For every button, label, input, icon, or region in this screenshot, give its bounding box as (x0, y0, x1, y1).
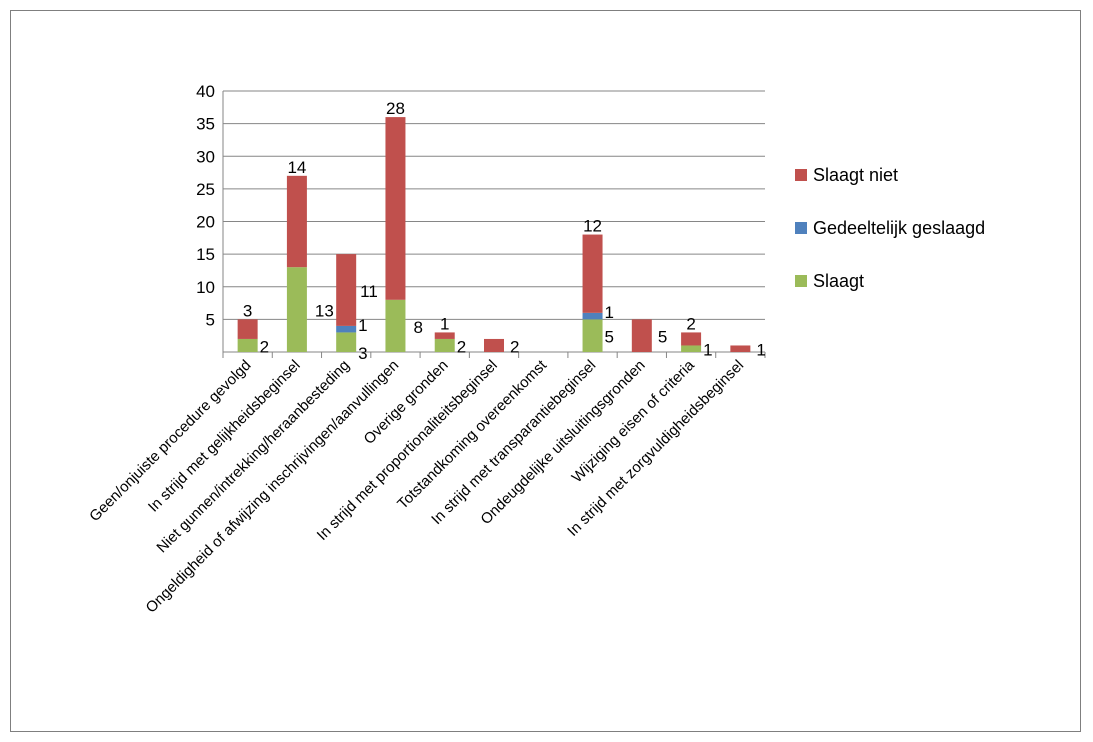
bar-slaagt (286, 267, 307, 352)
data-label-gedeeltelijk-geslaagd: 1 (605, 303, 614, 322)
gridlines (223, 90, 765, 320)
y-tick-label: 10 (196, 278, 215, 297)
legend-swatch-gedeeltelijk-geslaagd (795, 222, 807, 234)
data-label-slaagt-niet: 1 (440, 314, 449, 333)
data-label-slaagt-niet: 2 (686, 314, 695, 333)
bar-slaagt (237, 338, 258, 352)
legend-label-slaagt-niet: Slaagt niet (813, 165, 898, 185)
bar-slaagt-niet (484, 338, 504, 352)
legend-swatch-slaagt-niet (795, 169, 807, 181)
data-label-slaagt-niet: 3 (243, 301, 252, 320)
y-tick-label: 20 (196, 213, 215, 232)
bar-slaagt (385, 299, 406, 352)
data-label-slaagt-niet: 11 (360, 282, 378, 301)
bar-slaagt-niet (286, 175, 307, 268)
bar-slaagt (582, 319, 603, 352)
bar-slaagt-niet (237, 319, 258, 339)
data-label-slaagt-niet: 2 (510, 337, 519, 356)
bar-slaagt (681, 345, 702, 352)
y-tick-label: 35 (196, 115, 215, 134)
bar-slaagt (434, 338, 455, 352)
data-label-slaagt-niet: 28 (386, 99, 405, 118)
data-label-slaagt-niet: 1 (756, 341, 765, 360)
data-label-slaagt: 2 (457, 337, 466, 356)
bar-slaagt-niet (336, 254, 357, 326)
bar-slaagt-niet (582, 234, 603, 313)
bar-gedeeltelijk-geslaagd (582, 312, 603, 320)
bars (237, 117, 751, 352)
bar-slaagt-niet (434, 332, 455, 339)
data-label-slaagt: 5 (605, 328, 614, 347)
y-tick-label: 40 (196, 82, 215, 101)
data-label-slaagt-niet: 5 (658, 328, 667, 347)
data-label-slaagt: 1 (703, 341, 712, 360)
chart-frame: 5 10 15 20 25 30 35 40 3 2 14 13 11 1 3 28 8 1 2 2 12 1 5 5 2 1 1… (10, 10, 1081, 732)
legend-label-gedeeltelijk-geslaagd: Gedeeltelijk geslaagd (813, 218, 985, 238)
y-tick-label: 5 (206, 310, 215, 329)
bar-slaagt-niet (681, 332, 702, 346)
bar-slaagt-niet (631, 319, 652, 352)
data-label-slaagt: 13 (315, 302, 334, 321)
data-label-gedeeltelijk-geslaagd: 1 (358, 316, 367, 335)
y-tick-label: 25 (196, 180, 215, 199)
category-label: Overige gronden (361, 357, 452, 448)
category-label: In strijd met proportionaliteitsbeginsel (314, 357, 501, 544)
data-label-slaagt: 8 (413, 318, 422, 337)
legend: Slaagt niet Gedeeltelijk geslaagd Slaagt (795, 165, 985, 291)
category-label: In strijd met zorgvuldigheidsbeginsel (564, 357, 747, 540)
bar-slaagt-niet (385, 117, 406, 300)
data-label-slaagt-niet: 14 (287, 158, 306, 177)
bar-slaagt-niet (730, 345, 751, 352)
bar-slaagt (336, 332, 357, 352)
y-tick-label: 15 (196, 245, 215, 264)
legend-label-slaagt: Slaagt (813, 271, 864, 291)
data-label-slaagt: 3 (358, 344, 367, 363)
data-label-slaagt-niet: 12 (583, 217, 602, 236)
data-label-slaagt: 2 (260, 337, 269, 356)
bar-gedeeltelijk-geslaagd (336, 325, 357, 333)
y-tick-label: 30 (196, 147, 215, 166)
legend-swatch-slaagt (795, 275, 807, 287)
